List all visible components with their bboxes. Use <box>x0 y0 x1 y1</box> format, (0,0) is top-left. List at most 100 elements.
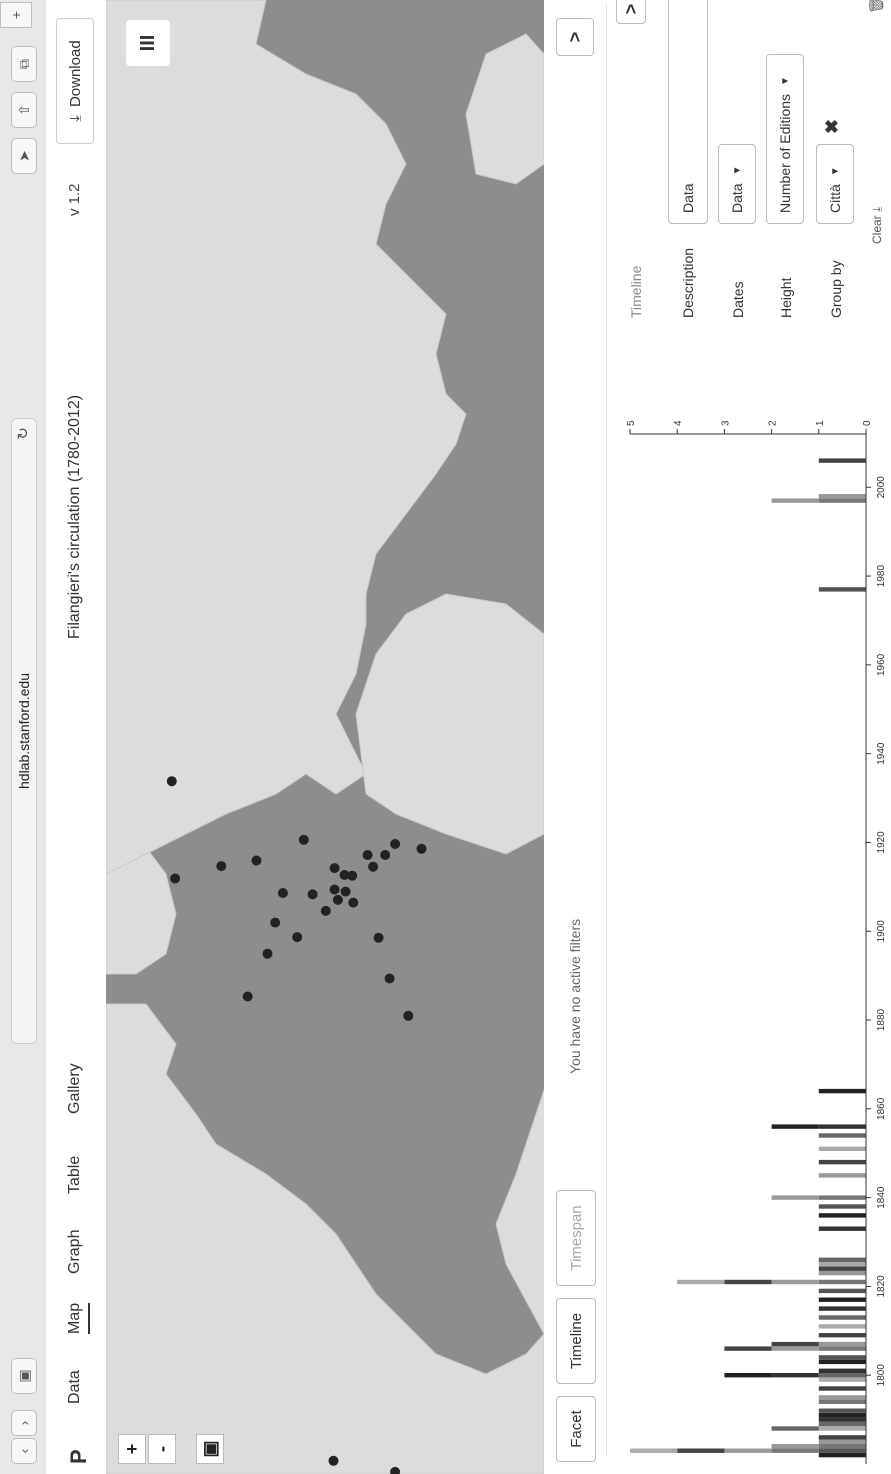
zoom-out-button[interactable]: - <box>148 1434 176 1464</box>
timeline-bar[interactable] <box>818 1315 867 1320</box>
timeline-bar[interactable] <box>818 1288 867 1294</box>
map-point[interactable] <box>339 870 350 880</box>
timeline-bar[interactable] <box>818 1261 867 1267</box>
map-point[interactable] <box>262 948 273 959</box>
share-button[interactable]: ⇧ <box>11 92 37 128</box>
timeline-bar[interactable] <box>818 1355 867 1360</box>
timeline-bar[interactable] <box>724 1448 772 1453</box>
map-point[interactable] <box>307 889 318 900</box>
map-point[interactable] <box>242 991 253 1002</box>
timeline-bar[interactable] <box>771 1346 819 1351</box>
map-point[interactable] <box>340 886 351 897</box>
layers-button[interactable]: III <box>126 20 170 66</box>
map-point[interactable] <box>390 839 401 849</box>
timeline-bar[interactable] <box>771 1124 819 1129</box>
map-point[interactable] <box>348 897 359 908</box>
tab-map[interactable]: Map <box>66 1302 90 1334</box>
map-point[interactable] <box>347 870 358 881</box>
timeline-bar[interactable] <box>818 494 867 499</box>
timeline-bar[interactable] <box>677 1279 725 1285</box>
tab-graph[interactable]: Graph <box>66 1229 83 1274</box>
map-point[interactable] <box>251 855 262 866</box>
timeline-bar[interactable] <box>818 1408 867 1413</box>
map-point[interactable] <box>332 894 343 905</box>
timeline-bar[interactable] <box>818 1266 867 1271</box>
timeline-bar[interactable] <box>818 1395 867 1400</box>
tabs-button[interactable]: ⧉ <box>11 46 37 82</box>
timeline-bar[interactable] <box>771 1426 819 1431</box>
timeline-bar[interactable] <box>818 1279 867 1285</box>
map-point[interactable] <box>384 973 395 984</box>
clear-groupby-x-icon[interactable]: ✖ <box>822 118 842 134</box>
timeline-bar[interactable] <box>771 498 819 503</box>
timeline-bar[interactable] <box>818 1270 867 1276</box>
timeline-bar[interactable] <box>677 1448 725 1453</box>
forward-button[interactable]: › <box>11 1410 37 1436</box>
timeline-bar[interactable] <box>818 1226 867 1231</box>
timeline-bar[interactable] <box>818 1346 867 1351</box>
timeline-chart[interactable]: 1800 1820 1840 1860 1880 1900 1920 1940 1960 1980… <box>610 414 891 1474</box>
timeline-bar[interactable] <box>818 1146 867 1151</box>
timeline-bar[interactable] <box>818 1421 867 1427</box>
map-point[interactable] <box>216 861 227 872</box>
timeline-bar[interactable] <box>818 498 867 503</box>
map-point[interactable] <box>373 932 384 943</box>
map-point[interactable] <box>328 1455 339 1466</box>
timeline-bar[interactable] <box>818 1195 867 1200</box>
sidebar-button[interactable]: ▣ <box>11 1358 37 1394</box>
fit-bounds-button[interactable]: ▣ <box>196 1434 224 1464</box>
map-point[interactable] <box>329 863 340 874</box>
timeline-bar[interactable] <box>818 1088 867 1094</box>
timeline-bar[interactable] <box>818 1377 867 1382</box>
map-point[interactable] <box>380 850 391 860</box>
timeline-bar[interactable] <box>771 1341 819 1347</box>
map-point[interactable] <box>390 1466 401 1474</box>
trash-icon[interactable]: 🗑 <box>868 0 884 14</box>
timeline-bar[interactable] <box>818 1386 867 1391</box>
map-point[interactable] <box>298 834 309 845</box>
map-point[interactable] <box>403 1010 414 1021</box>
timeline-bar[interactable] <box>771 1195 819 1200</box>
timeline-bar[interactable] <box>818 1213 867 1218</box>
address-bar[interactable]: hdlab.stanford.edu ↻ <box>11 418 37 1044</box>
groupby-dropdown[interactable]: Città ▼ <box>816 144 854 224</box>
timeline-bar[interactable] <box>818 1204 867 1209</box>
timeline-bar[interactable] <box>818 1452 867 1458</box>
expand-filters-button[interactable]: > <box>556 18 594 56</box>
new-tab-button[interactable]: + <box>0 2 32 28</box>
download-button[interactable]: ⤓ Download <box>56 18 94 144</box>
tab-gallery[interactable]: Gallery <box>66 1063 83 1114</box>
timeline-bar[interactable] <box>818 1341 867 1347</box>
timeline-bar[interactable] <box>818 1439 867 1444</box>
back-button[interactable]: ‹ <box>11 1438 37 1464</box>
map-view[interactable]: + - ▣ III <box>106 0 544 1474</box>
timeline-bar[interactable] <box>724 1373 772 1378</box>
timeline-bar[interactable] <box>818 1448 867 1453</box>
timeline-bar[interactable] <box>818 1413 867 1418</box>
timeline-bar[interactable] <box>724 1346 772 1351</box>
timeline-bar[interactable] <box>818 1435 867 1440</box>
facet-button[interactable]: Facet <box>556 1396 596 1462</box>
reload-icon[interactable]: ↻ <box>15 427 32 440</box>
map-point[interactable] <box>320 905 331 916</box>
map-point[interactable] <box>270 917 281 928</box>
timeline-bar[interactable] <box>818 1373 867 1378</box>
extension-button[interactable]: ➤ <box>11 138 37 174</box>
timeline-bar[interactable] <box>771 1443 819 1449</box>
palladio-logo[interactable]: P <box>66 1449 91 1464</box>
clear-button[interactable]: Clear ⤓ <box>870 207 885 244</box>
description-field[interactable]: Data <box>668 0 708 224</box>
map-point[interactable] <box>170 873 181 884</box>
timeline-bar[interactable] <box>771 1448 819 1453</box>
timeline-bar[interactable] <box>818 1297 867 1302</box>
tab-table[interactable]: Table <box>66 1155 83 1194</box>
zoom-in-button[interactable]: + <box>118 1434 146 1464</box>
timeline-bar[interactable] <box>818 1443 867 1449</box>
timespan-button[interactable]: Timespan <box>556 1190 596 1286</box>
timeline-bar[interactable] <box>818 1324 867 1329</box>
tab-data[interactable]: Data <box>66 1370 83 1404</box>
timeline-bar[interactable] <box>818 1426 867 1431</box>
map-point[interactable] <box>362 850 373 860</box>
timeline-bar[interactable] <box>724 1279 772 1285</box>
map-point[interactable] <box>368 861 379 872</box>
